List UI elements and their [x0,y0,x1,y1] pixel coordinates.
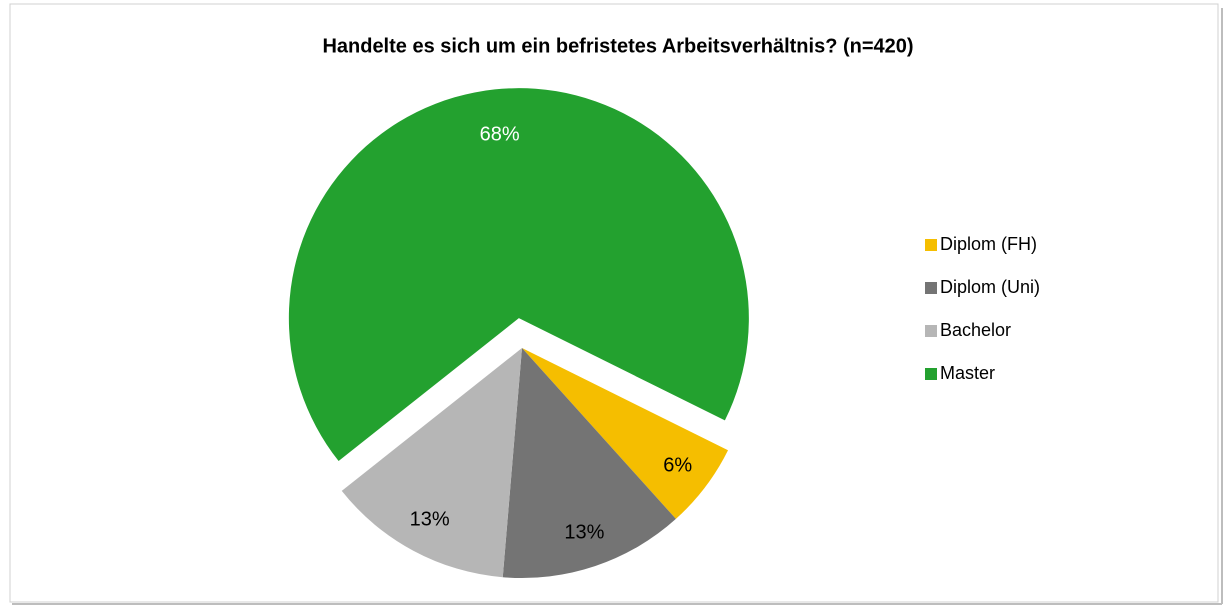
legend-label: Diplom (FH) [940,234,1037,254]
pie-slice [288,88,749,462]
data-label: 6% [663,454,692,476]
legend-label: Bachelor [940,320,1011,340]
data-label: 13% [564,522,604,544]
legend-label: Diplom (Uni) [940,277,1040,297]
chart-title: Handelte es sich um ein befristetes Arbe… [322,35,913,57]
pie-slice [502,348,676,578]
legend-swatch [925,325,937,337]
pie-slice [341,348,522,578]
legend-swatch [925,368,937,380]
legend-swatch [925,282,937,294]
legend-swatch [925,239,937,251]
legend-label: Master [940,363,995,383]
data-label: 68% [480,123,520,145]
pie-slice [522,348,729,519]
data-label: 13% [410,509,450,531]
